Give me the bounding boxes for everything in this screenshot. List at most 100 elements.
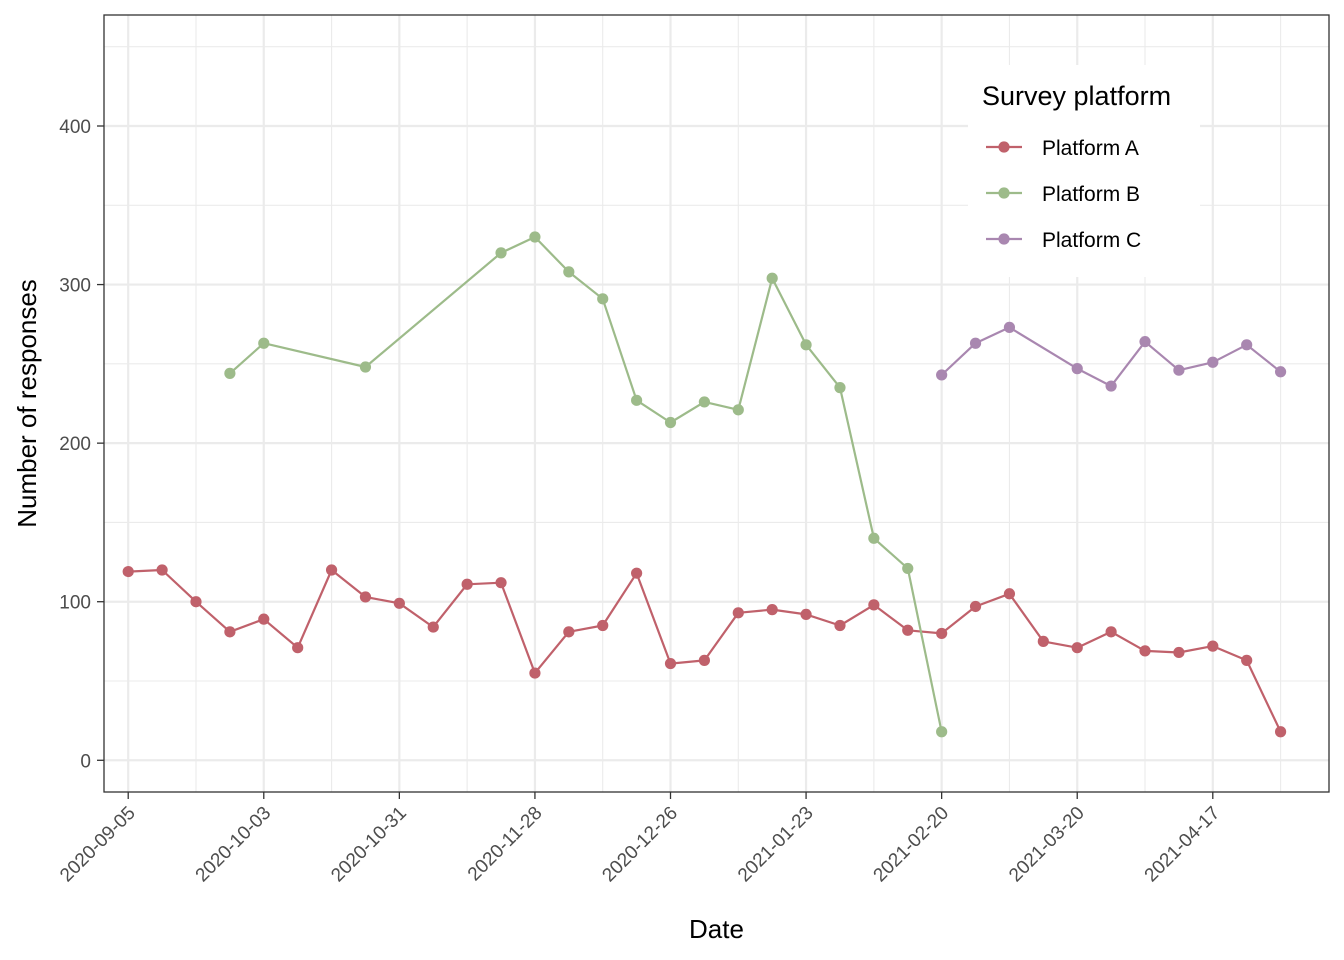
data-point-platform-a bbox=[495, 577, 507, 589]
data-point-platform-b bbox=[563, 266, 575, 278]
data-point-platform-c bbox=[1274, 366, 1287, 378]
data-point-platform-a bbox=[1071, 642, 1083, 654]
series-platform-a bbox=[122, 564, 1287, 738]
data-point-platform-b bbox=[868, 532, 880, 544]
legend-key-point bbox=[998, 187, 1010, 199]
data-point-platform-a bbox=[766, 604, 778, 616]
data-point-platform-b bbox=[359, 361, 372, 373]
legend-items: Platform A Platform B Platform C bbox=[986, 137, 1141, 252]
data-point-platform-c bbox=[1139, 336, 1151, 348]
data-point-platform-a bbox=[1241, 654, 1253, 666]
data-point-platform-b bbox=[766, 272, 778, 284]
x-tick-label: 2021-01-23 bbox=[734, 803, 818, 887]
data-point-platform-b bbox=[664, 416, 677, 429]
y-tick-label: 200 bbox=[59, 434, 91, 455]
data-point-platform-c bbox=[936, 369, 948, 381]
data-point-platform-a bbox=[698, 654, 710, 666]
series-platform-c bbox=[936, 321, 1287, 392]
y-tick-label: 100 bbox=[59, 593, 91, 614]
data-point-platform-b bbox=[732, 404, 744, 416]
series-platform-b bbox=[224, 231, 948, 738]
y-tick-label: 0 bbox=[80, 751, 91, 772]
x-tick-label: 2020-09-05 bbox=[56, 803, 140, 887]
data-point-platform-a bbox=[393, 597, 405, 609]
data-point-platform-b bbox=[698, 396, 710, 408]
plot-border bbox=[103, 14, 1330, 793]
data-point-platform-a bbox=[156, 564, 168, 576]
data-point-platform-a bbox=[1274, 726, 1287, 738]
data-point-platform-b bbox=[597, 293, 609, 305]
data-point-platform-c bbox=[1003, 321, 1016, 333]
series-line-platform-c bbox=[940, 326, 1282, 388]
data-point-platform-a bbox=[461, 578, 473, 590]
data-point-platform-b bbox=[936, 726, 948, 738]
data-point-platform-a bbox=[732, 607, 744, 619]
data-point-platform-a bbox=[902, 624, 914, 636]
legend-label: Platform A bbox=[1042, 137, 1139, 160]
data-point-platform-a bbox=[936, 627, 948, 640]
x-tick-label: 2021-02-20 bbox=[870, 803, 954, 887]
data-point-platform-a bbox=[664, 657, 677, 670]
data-point-platform-c bbox=[1071, 363, 1083, 375]
data-point-platform-a bbox=[224, 626, 236, 638]
y-tick-label: 400 bbox=[59, 117, 91, 138]
data-point-platform-a bbox=[1139, 645, 1151, 657]
data-point-platform-c bbox=[969, 337, 982, 349]
data-point-platform-a bbox=[969, 600, 982, 613]
data-point-platform-a bbox=[529, 667, 541, 679]
data-point-platform-a bbox=[258, 613, 270, 625]
data-point-platform-a bbox=[1173, 646, 1185, 659]
data-point-platform-c bbox=[1207, 356, 1219, 368]
y-axis-title: Number of responses bbox=[12, 279, 42, 528]
data-point-platform-a bbox=[563, 626, 575, 638]
legend-key-point bbox=[998, 233, 1010, 245]
x-tick-label: 2020-10-03 bbox=[192, 803, 276, 887]
x-tick-label: 2021-03-20 bbox=[1005, 803, 1089, 887]
x-tick-label: 2020-11-28 bbox=[464, 803, 547, 886]
data-point-platform-a bbox=[1003, 588, 1016, 600]
x-axis: 2020-09-05 2020-10-03 2020-10-31 2020-11-28… bbox=[56, 792, 1224, 886]
data-point-platform-c bbox=[1173, 364, 1185, 376]
data-point-platform-a bbox=[800, 608, 812, 621]
data-point-platform-c bbox=[1105, 380, 1117, 392]
y-axis: 0 100 200 300 400 bbox=[59, 117, 104, 772]
legend-item-platform-a: Platform A bbox=[986, 137, 1139, 160]
data-point-platform-b bbox=[800, 339, 812, 351]
x-tick-label: 2020-12-26 bbox=[598, 803, 682, 887]
data-point-platform-b bbox=[631, 394, 643, 406]
data-point-platform-a bbox=[359, 591, 372, 603]
data-point-platform-a bbox=[868, 599, 880, 611]
data-point-platform-b bbox=[495, 247, 507, 259]
data-point-platform-a bbox=[427, 621, 439, 633]
legend-key-point bbox=[998, 141, 1010, 153]
data-point-platform-a bbox=[1207, 640, 1219, 652]
data-point-platform-b bbox=[224, 367, 236, 379]
legend-item-platform-c: Platform C bbox=[986, 229, 1141, 252]
x-axis-title: Date bbox=[689, 914, 744, 944]
data-point-platform-a bbox=[834, 619, 846, 632]
data-point-platform-a bbox=[122, 565, 134, 578]
legend-title: Survey platform bbox=[982, 81, 1171, 111]
series-layer bbox=[122, 231, 1287, 738]
legend-label: Platform B bbox=[1042, 183, 1140, 206]
data-point-platform-b bbox=[834, 382, 846, 394]
data-point-platform-c bbox=[1241, 339, 1253, 351]
y-tick-label: 300 bbox=[59, 276, 91, 297]
data-point-platform-b bbox=[258, 337, 270, 349]
data-point-platform-a bbox=[1037, 635, 1049, 647]
data-point-platform-b bbox=[902, 562, 914, 575]
legend-label: Platform C bbox=[1042, 229, 1141, 252]
data-point-platform-b bbox=[529, 231, 541, 243]
data-point-platform-a bbox=[325, 564, 338, 576]
minor-gridlines bbox=[104, 15, 1329, 792]
data-point-platform-a bbox=[1105, 626, 1117, 638]
x-tick-label: 2020-10-31 bbox=[327, 803, 411, 887]
data-point-platform-a bbox=[190, 596, 202, 608]
data-point-platform-a bbox=[292, 642, 304, 654]
data-point-platform-a bbox=[631, 567, 643, 579]
legend-item-platform-b: Platform B bbox=[986, 183, 1140, 206]
data-point-platform-a bbox=[597, 619, 609, 632]
